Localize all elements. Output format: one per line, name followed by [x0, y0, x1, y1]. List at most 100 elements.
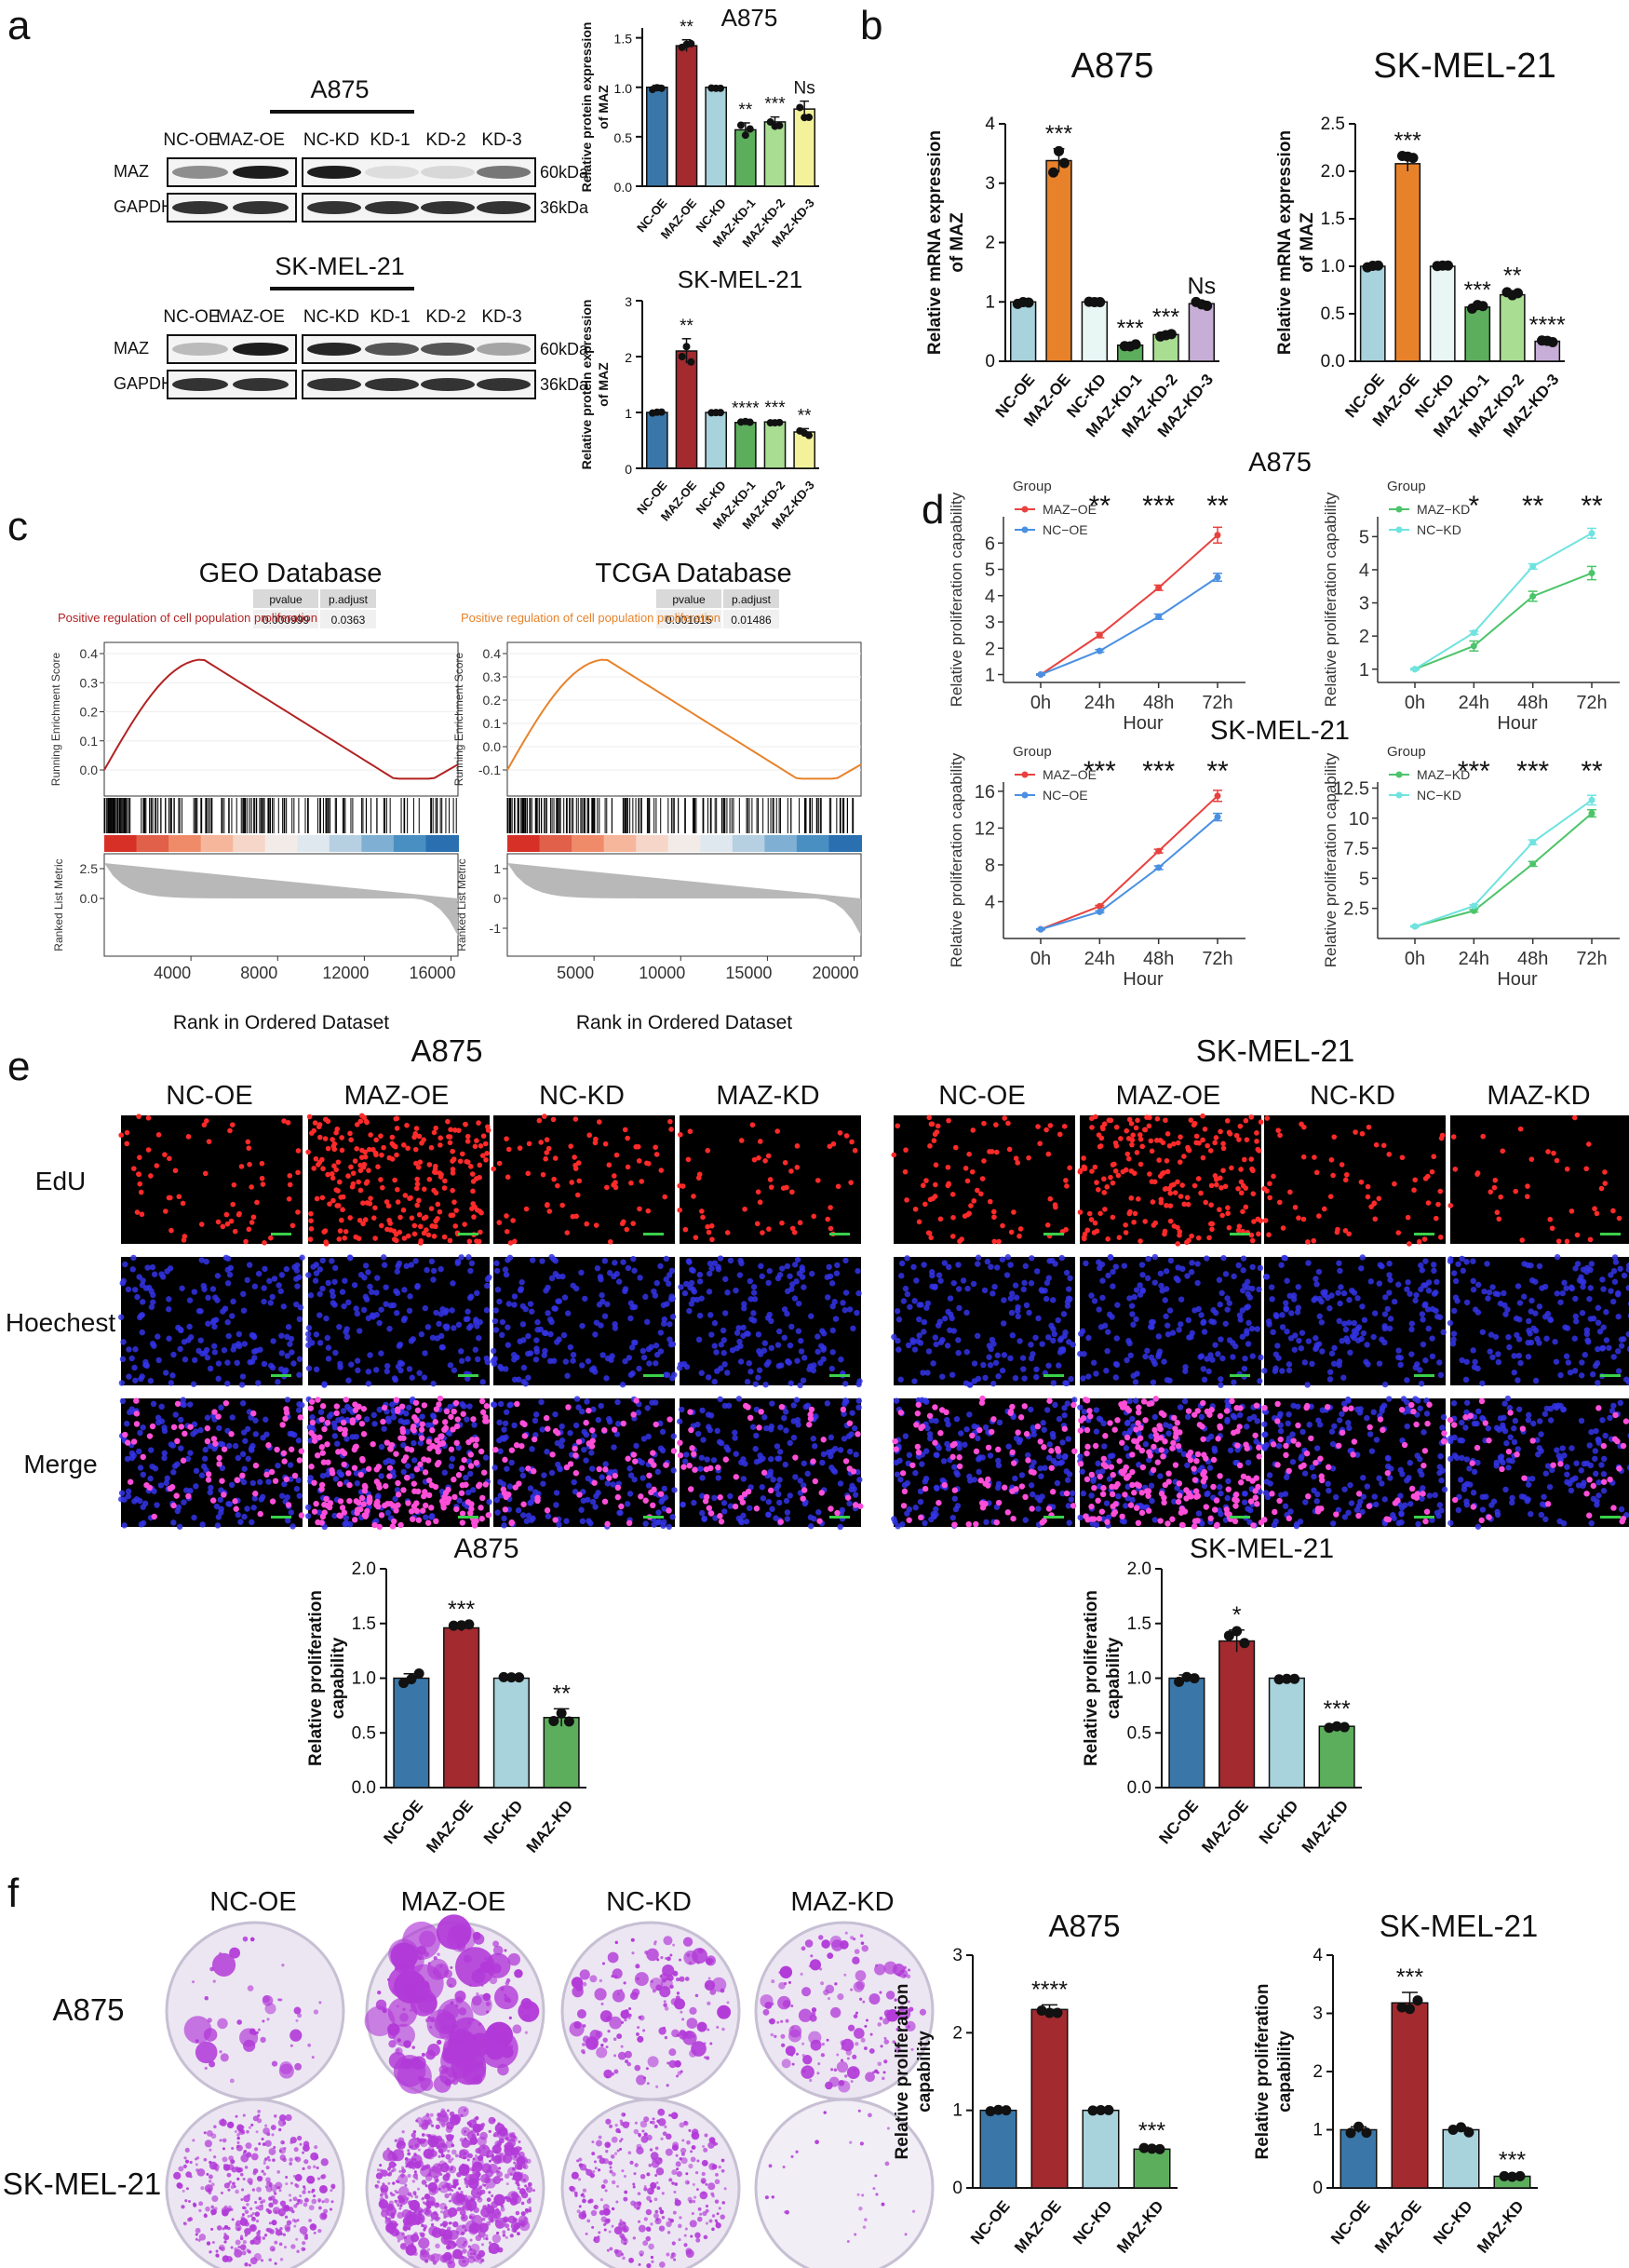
nucleus-blue	[1337, 1267, 1343, 1275]
nucleus-blue	[750, 1317, 758, 1324]
nucleus-edu	[1267, 1181, 1272, 1187]
nucleus-blue	[1358, 1265, 1365, 1272]
nucleus-blue	[464, 1356, 471, 1362]
nucleus-edu	[1006, 1146, 1013, 1153]
nucleus-edu	[1110, 1214, 1116, 1221]
nucleus-blue	[438, 1343, 446, 1351]
nucleus-edu	[1254, 1130, 1259, 1136]
nucleus-edu	[382, 1502, 388, 1509]
nucleus-blue	[484, 1282, 491, 1289]
ranked-metric-area	[507, 863, 861, 936]
nucleus-blue	[760, 1495, 767, 1502]
nucleus-edu	[360, 1431, 368, 1438]
nucleus-edu	[453, 1505, 460, 1513]
nucleus-blue	[1417, 1367, 1423, 1373]
nucleus-blue	[750, 1289, 758, 1296]
nucleus-blue	[1408, 1351, 1415, 1357]
nucleus-edu	[379, 1222, 384, 1229]
nucleus-edu	[428, 1482, 436, 1489]
nucleus-blue	[458, 1348, 464, 1355]
nucleus-blue	[1351, 1319, 1357, 1327]
nucleus-blue	[545, 1513, 552, 1519]
nucleus-edu	[1342, 1177, 1349, 1183]
nucleus-blue	[893, 1459, 900, 1466]
nucleus-blue	[917, 1498, 924, 1505]
nucleus-blue	[990, 1380, 997, 1387]
nucleus-blue	[260, 1434, 266, 1441]
nucleus-edu	[438, 1433, 444, 1439]
data-point	[657, 408, 666, 416]
nucleus-blue	[807, 1514, 814, 1520]
nucleus-blue	[902, 1433, 909, 1439]
nucleus-edu	[450, 1426, 456, 1433]
nucleus-blue	[353, 1305, 359, 1312]
nucleus-edu	[1181, 1154, 1187, 1159]
nucleus-edu	[846, 1465, 853, 1472]
nucleus-blue	[1219, 1355, 1226, 1362]
nucleus-blue	[277, 1366, 285, 1372]
nucleus-edu	[136, 1171, 142, 1178]
nucleus-edu	[172, 1168, 179, 1174]
nucleus-blue	[926, 1431, 934, 1438]
nucleus-blue	[593, 1319, 600, 1326]
nucleus-edu	[1359, 1130, 1366, 1137]
nucleus-edu	[987, 1198, 993, 1205]
nucleus-edu	[416, 1133, 423, 1140]
nucleus-edu	[689, 1445, 695, 1451]
nucleus-blue	[714, 1427, 720, 1435]
nucleus-edu	[1167, 1203, 1174, 1208]
nucleus-blue	[1137, 1282, 1143, 1289]
nucleus-blue	[208, 1484, 214, 1492]
nucleus-blue	[1474, 1365, 1481, 1372]
nucleus-blue	[669, 1341, 677, 1347]
nucleus-blue	[765, 1511, 772, 1518]
nucleus-edu	[1016, 1233, 1022, 1239]
nucleus-blue	[543, 1288, 549, 1294]
nucleus-blue	[1527, 1330, 1533, 1337]
nucleus-blue	[151, 1271, 158, 1277]
nucleus-edu	[502, 1506, 509, 1513]
nucleus-blue	[815, 1509, 822, 1516]
nucleus-blue	[1077, 1453, 1084, 1460]
nucleus-blue	[1008, 1290, 1016, 1297]
nucleus-edu	[408, 1447, 415, 1453]
nucleus-edu	[341, 1509, 348, 1516]
nucleus-edu	[441, 1426, 448, 1433]
nucleus-blue	[1381, 1311, 1389, 1317]
nucleus-blue	[637, 1275, 643, 1281]
nucleus-edu	[543, 1414, 550, 1422]
nucleus-edu	[360, 1406, 368, 1412]
nucleus-edu	[308, 1218, 314, 1223]
nucleus-blue	[284, 1333, 290, 1341]
nucleus-edu	[431, 1129, 438, 1136]
nucleus-edu	[842, 1458, 850, 1465]
nucleus-blue	[229, 1313, 236, 1319]
nucleus-blue	[971, 1423, 977, 1430]
nucleus-blue	[777, 1424, 784, 1431]
nucleus-blue	[800, 1482, 807, 1489]
nucleus-blue	[1178, 1296, 1185, 1303]
nucleus-edu	[254, 1199, 260, 1206]
nucleus-blue	[741, 1301, 747, 1307]
blot-band	[365, 343, 419, 356]
image-background	[308, 1115, 490, 1244]
nucleus-blue	[1056, 1362, 1062, 1369]
nucleus-edu	[401, 1235, 408, 1241]
nucleus-edu	[357, 1471, 364, 1478]
nucleus-blue	[313, 1366, 320, 1373]
nucleus-edu	[965, 1520, 972, 1528]
nucleus-blue	[622, 1357, 628, 1365]
nucleus-edu	[343, 1229, 349, 1235]
x-tick-label: 10000	[639, 964, 685, 982]
nucleus-blue	[681, 1289, 689, 1297]
nucleus-blue	[384, 1509, 392, 1517]
nucleus-blue	[1263, 1274, 1271, 1280]
nucleus-blue	[395, 1262, 401, 1270]
nucleus-edu	[518, 1442, 525, 1450]
nucleus-edu	[246, 1226, 252, 1233]
nucleus-edu	[333, 1403, 341, 1410]
nucleus-edu	[766, 1226, 772, 1232]
nucleus-edu	[1452, 1166, 1459, 1172]
nucleus-blue	[790, 1434, 798, 1441]
